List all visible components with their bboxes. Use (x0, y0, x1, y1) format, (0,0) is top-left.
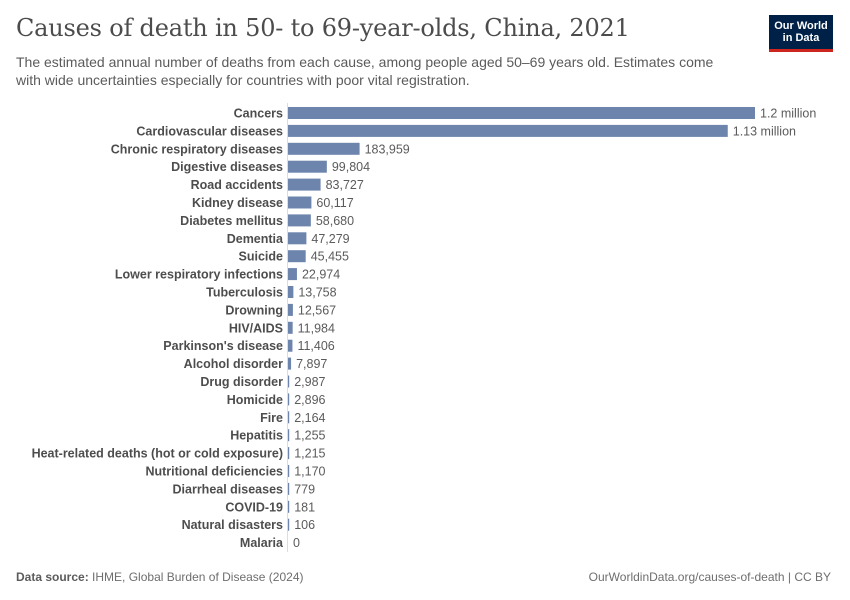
owid-logo[interactable]: Our World in Data (769, 15, 833, 52)
chart-title: Causes of death in 50- to 69-year-olds, … (16, 14, 630, 42)
category-label: Chronic respiratory diseases (111, 142, 283, 156)
source-label: Data source: (16, 570, 89, 584)
value-label: 2,987 (294, 375, 325, 389)
category-label: Cancers (234, 107, 283, 121)
category-label: Heat-related deaths (hot or cold exposur… (32, 447, 283, 461)
bar[interactable] (288, 286, 294, 298)
value-label: 1,255 (294, 429, 325, 443)
bar[interactable] (288, 500, 290, 513)
category-label: Alcohol disorder (184, 357, 283, 371)
category-label: Dementia (227, 232, 284, 246)
logo-line-1: Our World (774, 20, 828, 32)
logo-line-2: in Data (782, 32, 820, 44)
source-note: Data source: IHME, Global Burden of Dise… (16, 570, 303, 584)
value-label: 2,896 (294, 393, 325, 407)
bar[interactable] (288, 482, 290, 495)
value-label: 83,727 (326, 178, 364, 192)
value-label: 1,215 (294, 447, 325, 461)
category-label: Suicide (239, 250, 284, 264)
category-label: Fire (260, 411, 283, 425)
category-label: Homicide (227, 393, 283, 407)
category-label: Tuberculosis (206, 286, 283, 300)
value-label: 2,164 (294, 411, 325, 425)
category-label: Digestive diseases (171, 160, 283, 174)
category-label: Hepatitis (230, 429, 283, 443)
value-label: 45,455 (311, 250, 349, 264)
value-label: 11,406 (297, 339, 334, 353)
value-label: 183,959 (365, 142, 410, 156)
bar[interactable] (288, 232, 307, 245)
value-label: 13,758 (298, 286, 336, 300)
value-label: 779 (294, 482, 315, 496)
value-label: 106 (294, 518, 315, 532)
bar[interactable] (288, 160, 327, 173)
category-label: Parkinson's disease (163, 339, 283, 353)
bar[interactable] (288, 107, 755, 119)
category-label: Drowning (225, 303, 283, 317)
value-label: 12,567 (298, 303, 336, 317)
bar[interactable] (288, 357, 292, 370)
bar[interactable] (288, 393, 290, 406)
category-label: Cardiovascular diseases (136, 124, 283, 138)
category-label: Natural disasters (182, 518, 283, 532)
bar[interactable] (288, 411, 290, 424)
category-label: Malaria (240, 536, 284, 550)
bar[interactable] (288, 214, 311, 227)
bar[interactable] (288, 196, 312, 209)
chart-subtitle: The estimated annual number of deaths fr… (16, 54, 714, 88)
bar[interactable] (288, 375, 290, 388)
category-label: Drug disorder (200, 375, 283, 389)
source-text[interactable]: IHME, Global Burden of Disease (2024) (92, 570, 304, 584)
value-label: 58,680 (316, 214, 354, 228)
bar[interactable] (288, 142, 360, 155)
bar[interactable] (288, 465, 290, 477)
value-label: 47,279 (311, 232, 349, 246)
category-label: Kidney disease (192, 196, 283, 210)
value-label: 11,984 (298, 321, 335, 335)
bar[interactable] (288, 303, 293, 316)
category-label: Lower respiratory infections (115, 268, 283, 282)
bar[interactable] (288, 429, 290, 442)
bar[interactable] (288, 339, 293, 352)
bar[interactable] (288, 268, 297, 281)
category-label: COVID-19 (225, 500, 283, 514)
bar[interactable] (288, 178, 321, 191)
category-label: Diarrheal diseases (173, 482, 284, 496)
value-label: 1.13 million (733, 124, 796, 138)
value-label: 60,117 (316, 196, 353, 210)
value-label: 181 (294, 500, 315, 514)
category-label: Diabetes mellitus (180, 214, 283, 228)
bar[interactable] (288, 250, 306, 263)
value-label: 1,170 (294, 465, 325, 479)
value-label: 7,897 (296, 357, 327, 371)
value-label: 99,804 (332, 160, 370, 174)
category-label: Nutritional deficiencies (145, 465, 283, 479)
value-label: 0 (293, 536, 300, 550)
source-url[interactable]: OurWorldinData.org/causes-of-death | CC … (588, 570, 831, 584)
bar[interactable] (288, 447, 290, 460)
bar[interactable] (288, 124, 728, 137)
category-label: HIV/AIDS (229, 321, 283, 335)
category-label: Road accidents (191, 178, 283, 192)
value-label: 1.2 million (760, 107, 816, 121)
value-label: 22,974 (302, 268, 340, 282)
bar[interactable] (288, 518, 290, 531)
bar[interactable] (288, 321, 293, 334)
